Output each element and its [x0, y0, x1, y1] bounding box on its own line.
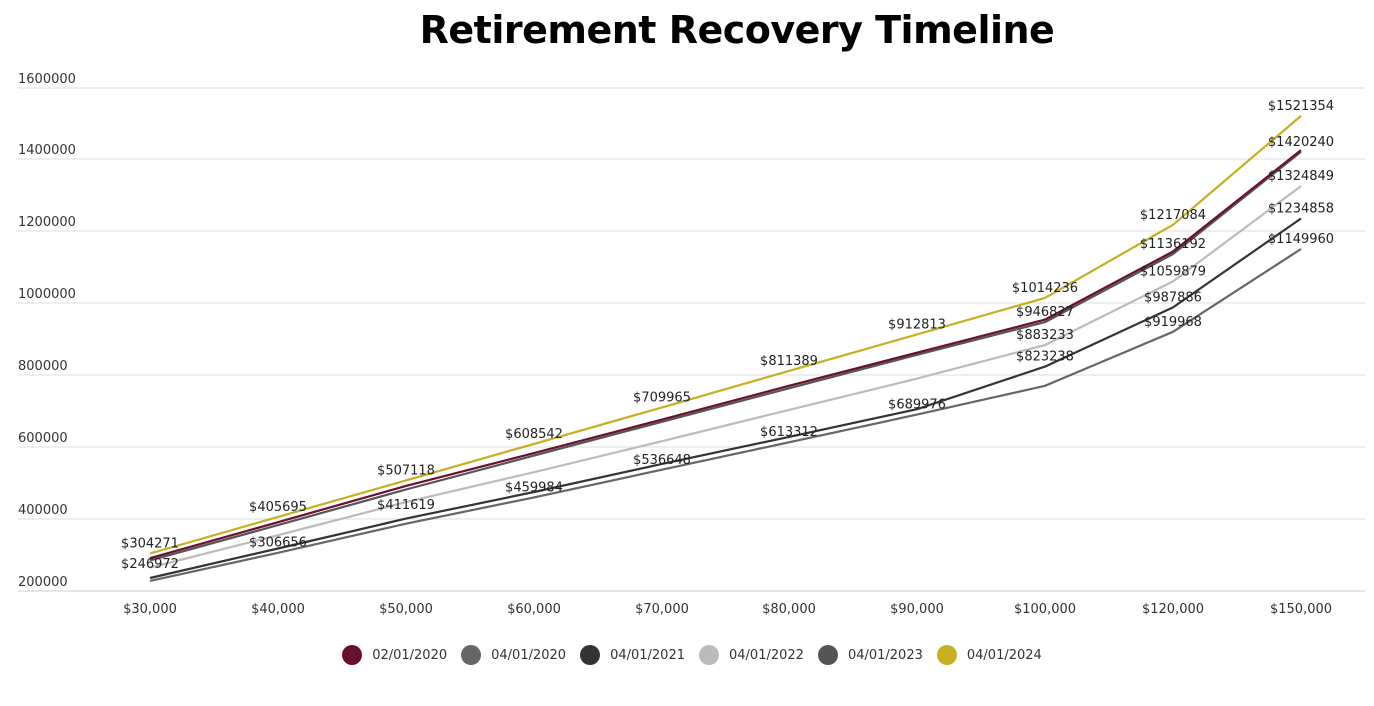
series-line [149, 115, 1302, 555]
x-tick-label: $90,000 [890, 602, 944, 617]
y-tick-label: 800000 [18, 359, 68, 374]
x-tick-label: $80,000 [762, 602, 816, 617]
data-label: $823238 [1016, 350, 1074, 365]
x-tick-label: $30,000 [123, 602, 177, 617]
data-label: $1324849 [1268, 169, 1334, 184]
legend-item: 04/01/2020 [461, 645, 566, 665]
series-line [149, 185, 1302, 569]
series-line [149, 149, 1302, 560]
legend-label: 04/01/2022 [729, 647, 804, 663]
legend-swatch [342, 645, 363, 665]
x-tick-label: $60,000 [507, 602, 561, 617]
legend-label: 04/01/2021 [610, 647, 685, 663]
data-label: $709965 [633, 390, 691, 405]
y-tick-label: 1600000 [18, 72, 76, 87]
legend-label: 02/01/2020 [372, 647, 448, 663]
y-tick-label: 1200000 [18, 215, 76, 230]
data-label: $306656 [249, 536, 307, 551]
data-label: $919968 [1144, 315, 1202, 330]
legend-label: 04/01/2024 [966, 647, 1042, 663]
data-label: $507118 [377, 463, 435, 478]
y-tick-label: 400000 [18, 503, 68, 518]
legend-item: 04/01/2021 [580, 645, 685, 665]
legend-swatch [580, 645, 601, 665]
data-label: $1014236 [1012, 281, 1078, 296]
data-label: $1149960 [1268, 232, 1334, 247]
x-tick-label: $70,000 [635, 602, 689, 617]
data-label: $987886 [1144, 290, 1202, 305]
legend-item: 04/01/2024 [936, 645, 1042, 665]
data-label: $536648 [633, 453, 691, 468]
data-label: $883233 [1016, 328, 1074, 343]
legend: 02/01/2020 04/01/2020 04/01/2021 04/01/2022… [0, 645, 1374, 665]
data-label: $405695 [249, 500, 307, 515]
series-line [149, 217, 1302, 580]
data-label: $246972 [121, 557, 179, 572]
data-label: $1059879 [1140, 264, 1206, 279]
data-label: $613312 [760, 425, 818, 440]
data-label: $811389 [760, 354, 818, 369]
data-label: $689976 [888, 398, 946, 413]
y-tick-label: 1400000 [18, 143, 76, 158]
x-tick-label: $120,000 [1142, 602, 1204, 617]
legend-label: 04/01/2023 [847, 647, 923, 663]
data-label: $1136192 [1140, 237, 1206, 252]
data-label: $1234858 [1268, 202, 1334, 217]
grid-lines [18, 87, 1365, 592]
legend-item: 04/01/2023 [817, 645, 923, 665]
data-label: $411619 [377, 498, 435, 513]
series-line [149, 248, 1302, 582]
y-tick-label: 1000000 [18, 287, 76, 302]
series-line [149, 150, 1302, 562]
x-axis-tick-labels: $30,000 $40,000 $50,000 $60,000 $70,000 $80,0… [123, 602, 1332, 617]
legend-item: 04/01/2022 [699, 645, 804, 665]
x-tick-label: $40,000 [251, 602, 305, 617]
data-label: $1217084 [1140, 208, 1206, 223]
y-tick-label: 600000 [18, 431, 68, 446]
data-label: $459984 [505, 480, 563, 495]
data-label: $608542 [505, 427, 563, 442]
data-label: $1521354 [1268, 99, 1334, 114]
y-axis-tick-labels: 200000 400000 600000 800000 1000000 1200000 14… [18, 72, 76, 590]
data-label: $912813 [888, 317, 946, 332]
data-labels: $304271 $246972 $405695 $306656 $507118 $4116… [121, 99, 1334, 572]
x-tick-label: $50,000 [379, 602, 433, 617]
legend-swatch [936, 645, 957, 665]
series-lines [149, 115, 1302, 582]
legend-item: 02/01/2020 [342, 645, 447, 665]
data-label: $1420240 [1268, 135, 1334, 150]
legend-swatch [461, 645, 482, 665]
legend-label: 04/01/2020 [491, 647, 567, 663]
legend-swatch [699, 645, 719, 665]
data-label: $946827 [1016, 305, 1074, 320]
x-tick-label: $150,000 [1270, 602, 1332, 617]
data-label: $304271 [121, 537, 179, 552]
chart-title: Retirement Recovery Timeline [419, 8, 1055, 52]
legend-swatch [817, 645, 838, 665]
x-tick-label: $100,000 [1014, 602, 1076, 617]
y-tick-label: 200000 [18, 575, 68, 590]
